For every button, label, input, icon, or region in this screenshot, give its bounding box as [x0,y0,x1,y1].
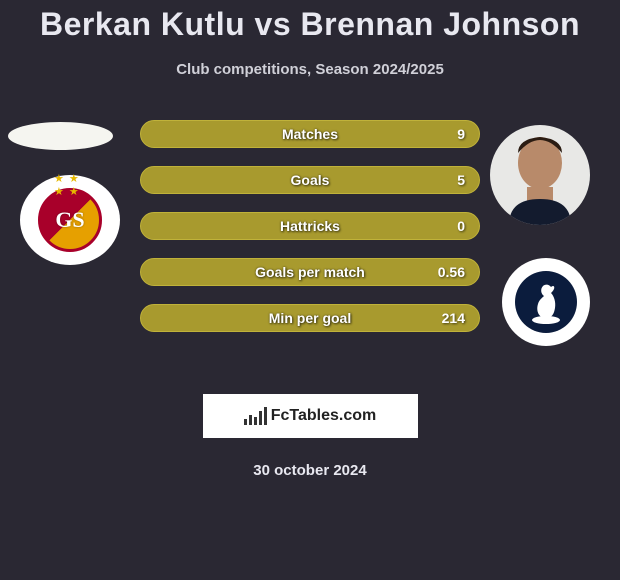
brand-box[interactable]: FcTables.com [203,394,418,438]
stat-row-matches: Matches 9 [140,120,480,148]
date-line: 30 october 2024 [0,462,620,479]
page-title: Berkan Kutlu vs Brennan Johnson [0,0,620,43]
chart-icon [244,407,267,425]
stat-row-hattricks: Hattricks 0 [140,212,480,240]
stat-row-goals-per-match: Goals per match 0.56 [140,258,480,286]
brand-text: FcTables.com [271,407,377,425]
stat-bars: Matches 9 Goals 5 Hattricks 0 Goals per … [140,120,480,350]
stat-row-min-per-goal: Min per goal 214 [140,304,480,332]
stat-label: Matches [282,126,338,142]
stat-value-right: 0 [457,218,465,234]
stat-label: Goals [291,172,330,188]
stat-label: Goals per match [255,264,365,280]
stat-value-right: 214 [442,310,465,326]
stat-label: Min per goal [269,310,351,326]
stats-area: Matches 9 Goals 5 Hattricks 0 Goals per … [0,120,620,380]
stat-value-right: 5 [457,172,465,188]
stat-value-right: 0.56 [438,264,465,280]
subtitle: Club competitions, Season 2024/2025 [0,61,620,78]
stat-value-right: 9 [457,126,465,142]
stat-label: Hattricks [280,218,340,234]
stat-row-goals: Goals 5 [140,166,480,194]
